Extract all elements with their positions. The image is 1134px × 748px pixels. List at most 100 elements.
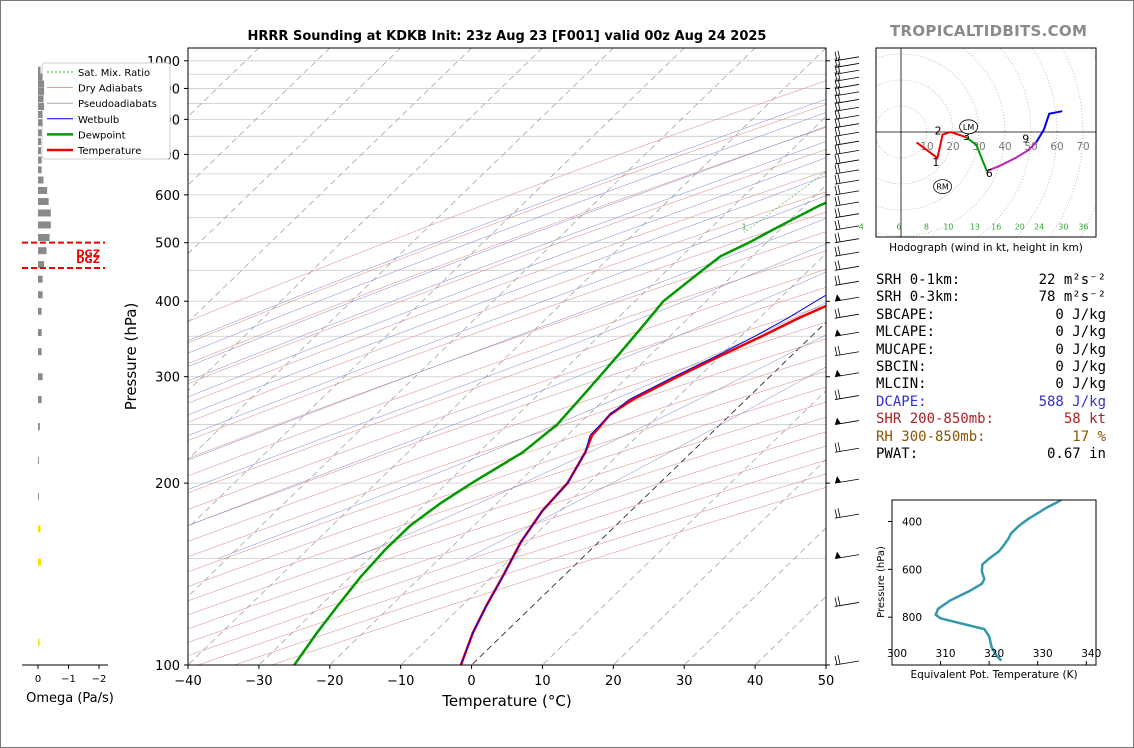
stat-row: MUCAPE: 0 J/kg: [876, 342, 1106, 359]
wind-barb-staff: [834, 265, 860, 271]
x-tick-label: 40: [747, 674, 764, 689]
wind-barb-flag: [835, 294, 841, 302]
omega-bar: [38, 558, 42, 566]
moist-adiabat: [188, 271, 826, 526]
x-tick-label: 20: [605, 674, 622, 689]
theta-e-frame: [891, 499, 1097, 666]
wind-barb-feather: [837, 144, 841, 154]
dry-adiabat: [188, 321, 826, 542]
theta-e-profile: [934, 500, 1064, 662]
wind-barb-feather: [834, 154, 838, 165]
y-tick-label: 300: [155, 371, 180, 386]
wind-barb-feather: [834, 185, 838, 195]
x-tick-label: −30: [245, 674, 272, 689]
omega-bar: [38, 138, 42, 146]
omega-bar: [38, 493, 39, 501]
skewt-background: [188, 48, 1134, 665]
omega-bar: [38, 95, 44, 103]
omega-bar: [38, 307, 42, 315]
wind-barb-feather: [837, 345, 841, 355]
omega-bar: [38, 187, 48, 195]
dgz-label-top: DGZ: [76, 249, 100, 260]
mixing-ratio-label: 8: [924, 222, 929, 231]
wind-barb-staff: [834, 478, 860, 484]
isotherm: [188, 48, 614, 460]
moist-adiabat: [188, 243, 826, 490]
hodograph-rings: [876, 48, 1096, 237]
omega-bar: [38, 233, 50, 241]
wind-barb-feather: [837, 135, 841, 145]
theta-e-x-tick-label: 310: [936, 648, 956, 660]
stat-label: SBCIN:: [876, 359, 927, 376]
wind-barb-flag: [835, 551, 841, 559]
mixing-ratio-line: [1063, 48, 1134, 232]
stat-row: PWAT: 0.67 in: [876, 446, 1106, 463]
stat-value: 0 J/kg: [1055, 306, 1106, 323]
stat-row: RH 300-850mb: 17 %: [876, 429, 1106, 446]
dry-adiabat: [188, 269, 826, 494]
dry-adiabat: [188, 250, 826, 477]
omega-bar: [38, 638, 40, 646]
theta-e-x-tick-label: 300: [887, 648, 907, 660]
wind-barb-staff: [834, 602, 860, 607]
wind-barb-feather: [837, 596, 841, 606]
legend-label: Dewpoint: [78, 130, 126, 141]
x-tick-label: −10: [387, 674, 414, 689]
theta-e-x-axis-label: Equivalent Pot. Temperature (K): [910, 669, 1077, 681]
legend-label: Pseudoadiabats: [78, 99, 157, 110]
omega-bar: [38, 147, 42, 155]
wind-barb-feather: [834, 65, 838, 75]
hodograph-caption: Hodograph (wind in kt, height in km): [889, 242, 1083, 254]
wind-barb-feather: [834, 110, 838, 120]
stat-label: SRH 0-3km:: [876, 289, 961, 306]
dry-adiabat: [188, 386, 826, 602]
legend-label: Dry Adiabats: [78, 84, 142, 95]
wind-barb-staff: [834, 296, 860, 302]
omega-bar: [38, 373, 43, 381]
wind-barb-feather: [834, 164, 838, 174]
mixing-ratio-label: 13: [970, 222, 980, 231]
theta-e-y-tick-label: 400: [902, 517, 922, 529]
wind-barb-feather: [837, 219, 841, 229]
skewt-plot: 14681013162024303654F69F1002003004005006…: [41, 47, 1134, 710]
omega-bar: [38, 221, 51, 229]
omega-x-axis-label: Omega (Pa/s): [26, 691, 114, 706]
wind-barb-staff: [834, 179, 860, 185]
stat-label: SHR 200-850mb:: [876, 411, 995, 428]
theta-e-x-tick-label: 320: [984, 648, 1004, 660]
wind-barb-feather: [834, 51, 838, 61]
wind-barb-staff: [834, 159, 860, 165]
omega-bar: [38, 329, 42, 337]
wind-barb-feather: [837, 654, 841, 665]
omega-bar: [38, 119, 43, 127]
stat-label: MUCAPE:: [876, 341, 936, 358]
hodograph-ring-label: 70: [1076, 141, 1089, 153]
dry-adiabat: [188, 104, 826, 344]
hodograph-segment: [916, 130, 967, 160]
stat-value: 17 %: [1072, 428, 1106, 445]
isotherm: [329, 184, 826, 665]
wind-barb-staff: [834, 140, 860, 146]
moist-adiabat: [188, 175, 826, 416]
wind-barb-feather: [837, 275, 841, 285]
omega-bar: [38, 209, 51, 217]
stat-row: SRH 0-1km: 22 m²s⁻²: [876, 272, 1106, 289]
dry-adiabat: [188, 401, 826, 616]
stat-value: 0.67 in: [1046, 446, 1106, 463]
dry-adiabat: [188, 338, 826, 557]
wind-barb-feather: [834, 597, 838, 607]
wind-barb-feather: [834, 346, 838, 356]
wind-barb-feather: [837, 207, 841, 217]
wind-barb-staff: [834, 201, 860, 207]
stat-label: RH 300-850mb:: [876, 428, 986, 445]
wind-barb-flag: [835, 476, 841, 484]
skewt-axes-frame: [187, 47, 827, 666]
y-tick-label: 500: [155, 237, 180, 252]
y-tick-label: 600: [155, 189, 180, 204]
hodograph-height-label: 6: [986, 167, 993, 180]
wind-barb-feather: [834, 443, 838, 453]
moist-adiabat: [466, 366, 826, 559]
wind-barb-staff: [834, 225, 860, 231]
y-tick-label: 400: [155, 295, 180, 310]
wind-barb-staff: [834, 99, 860, 104]
